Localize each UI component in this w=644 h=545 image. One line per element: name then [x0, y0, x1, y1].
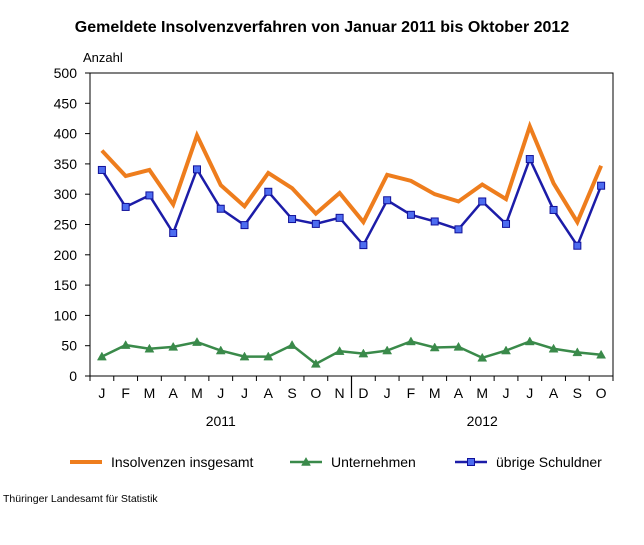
data-point: [215, 345, 226, 355]
data-point: [383, 196, 392, 205]
data-point: [596, 349, 607, 359]
x-tick-label: S: [287, 385, 296, 401]
data-point: [288, 215, 297, 224]
y-tick-label: 500: [54, 65, 78, 81]
data-point: [548, 343, 559, 353]
data-point: [120, 340, 131, 349]
data-point: [382, 345, 393, 355]
y-tick-label: 50: [61, 338, 77, 354]
y-tick-label: 100: [54, 307, 78, 323]
data-point: [572, 347, 583, 357]
x-tick-label: J: [526, 385, 533, 401]
legend: Insolvenzen insgesamt Unternehmen übrige S…: [70, 454, 602, 470]
series-0: [100, 120, 603, 227]
x-tick-label: J: [241, 385, 248, 401]
series-line: [101, 340, 602, 366]
data-point: [573, 241, 582, 250]
data-point: [169, 228, 178, 237]
data-point: [549, 205, 558, 214]
data-point: [239, 351, 250, 361]
x-tick-label: M: [191, 385, 203, 401]
data-point: [264, 187, 273, 196]
data-point: [216, 204, 225, 213]
y-tick-label: 250: [54, 217, 78, 233]
legend-marker: [467, 458, 475, 466]
data-point: [168, 341, 179, 351]
chart-title: Gemeldete Insolvenzverfahren von Januar …: [75, 19, 570, 36]
legend-label: übrige Schuldner: [496, 454, 602, 470]
y-tick-label: 300: [54, 186, 78, 202]
data-point: [478, 197, 487, 206]
data-point: [501, 345, 511, 355]
y-axis-label: Anzahl: [83, 50, 123, 65]
data-point: [429, 342, 440, 352]
legend-item-0: Insolvenzen insgesamt: [70, 454, 254, 470]
y-tick-label: 200: [54, 247, 78, 263]
data-point: [477, 352, 488, 362]
data-point: [334, 346, 345, 355]
y-tick-label: 400: [54, 126, 78, 142]
data-point: [406, 210, 415, 219]
data-point: [145, 191, 154, 200]
data-point: [121, 202, 130, 211]
data-point: [335, 213, 344, 222]
x-tick-label: O: [310, 385, 321, 401]
year-label: 2011: [206, 413, 236, 429]
data-point: [525, 155, 534, 164]
x-tick-label: M: [144, 385, 156, 401]
data-point: [311, 219, 320, 228]
data-point: [192, 165, 201, 174]
x-tick-label: J: [98, 385, 105, 401]
x-tick-label: F: [407, 385, 416, 401]
y-tick-label: 150: [54, 277, 78, 293]
x-tick-label: D: [358, 385, 368, 401]
series-2: [97, 155, 606, 250]
series-line: [100, 155, 603, 249]
series-line: [100, 120, 603, 227]
data-point: [287, 340, 297, 349]
x-tick-label: J: [384, 385, 391, 401]
series-1: [96, 336, 607, 368]
y-tick-label: 350: [54, 156, 78, 172]
data-point: [406, 336, 416, 346]
x-tick-label: J: [217, 385, 224, 401]
data-point: [453, 341, 464, 351]
legend-marker: [301, 456, 311, 466]
x-tick-label: A: [264, 385, 274, 401]
data-point: [144, 343, 155, 353]
legend-label: Unternehmen: [331, 454, 416, 470]
legend-item-2: übrige Schuldner: [455, 454, 602, 470]
y-tick-label: 450: [54, 95, 78, 111]
x-tick-label: M: [429, 385, 441, 401]
data-point: [96, 351, 107, 361]
data-point: [240, 221, 249, 230]
x-tick-label: N: [335, 385, 345, 401]
x-tick-label: O: [596, 385, 607, 401]
x-tick-label: F: [121, 385, 130, 401]
data-point: [97, 165, 106, 174]
year-label: 2012: [467, 413, 498, 429]
legend-label: Insolvenzen insgesamt: [111, 454, 254, 470]
data-point: [454, 225, 463, 234]
data-point: [524, 336, 535, 346]
legend-item-1: Unternehmen: [290, 454, 416, 470]
x-tick-label: A: [454, 385, 464, 401]
x-tick-label: J: [503, 385, 510, 401]
x-tick-label: S: [573, 385, 582, 401]
x-tick-label: M: [476, 385, 488, 401]
data-point: [192, 337, 202, 346]
x-tick-label: A: [169, 385, 179, 401]
data-point: [310, 358, 321, 368]
data-point: [502, 219, 511, 228]
source-note: Thüringer Landesamt für Statistik: [3, 493, 158, 505]
data-point: [358, 348, 369, 358]
data-point: [263, 351, 274, 361]
data-point: [597, 181, 606, 190]
y-tick-label: 0: [69, 368, 77, 384]
data-point: [430, 217, 439, 226]
x-tick-label: A: [549, 385, 559, 401]
data-point: [359, 241, 368, 250]
